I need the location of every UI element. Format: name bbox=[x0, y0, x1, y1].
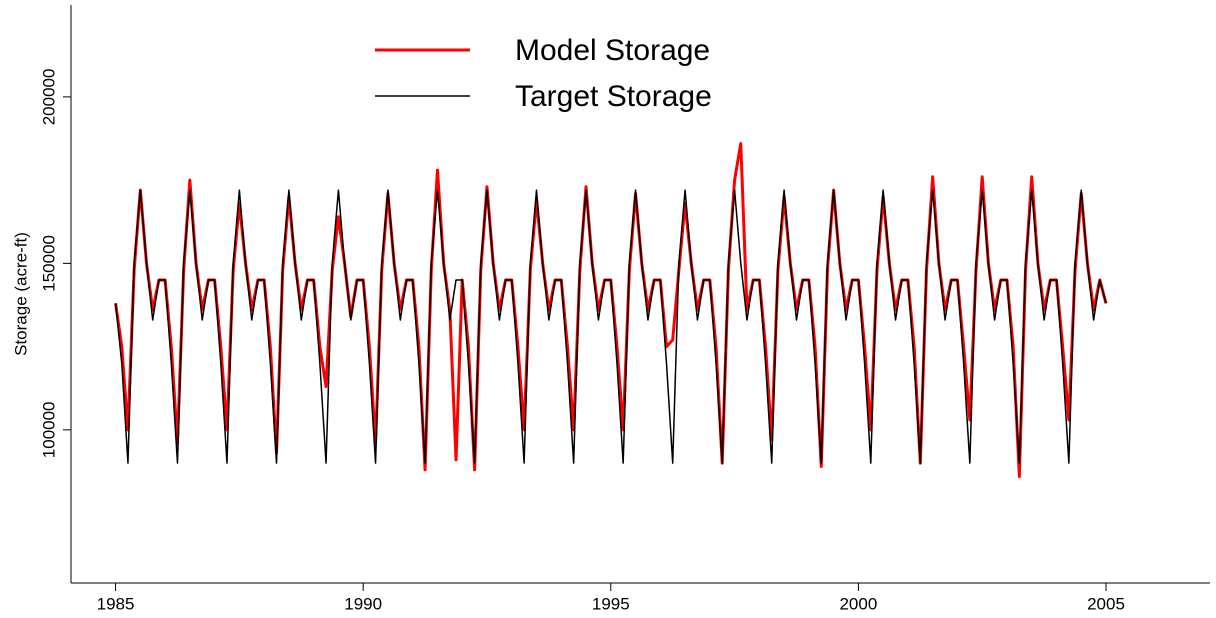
x-tick-label: 2000 bbox=[839, 594, 877, 613]
series-line bbox=[114, 189, 1107, 464]
y-tick-label: 200000 bbox=[39, 69, 58, 126]
x-tick-label: 1985 bbox=[97, 594, 135, 613]
x-tick-label: 1995 bbox=[592, 594, 630, 613]
y-axis-label: Storage (acre-ft) bbox=[11, 232, 30, 356]
legend-label: Target Storage bbox=[515, 80, 712, 113]
series-line bbox=[114, 142, 1108, 478]
x-tick-label: 2005 bbox=[1087, 594, 1125, 613]
y-tick-label: 100000 bbox=[39, 401, 58, 458]
legend-label: Model Storage bbox=[515, 34, 710, 67]
x-tick-label: 1990 bbox=[344, 594, 382, 613]
y-tick-label: 150000 bbox=[39, 235, 58, 292]
